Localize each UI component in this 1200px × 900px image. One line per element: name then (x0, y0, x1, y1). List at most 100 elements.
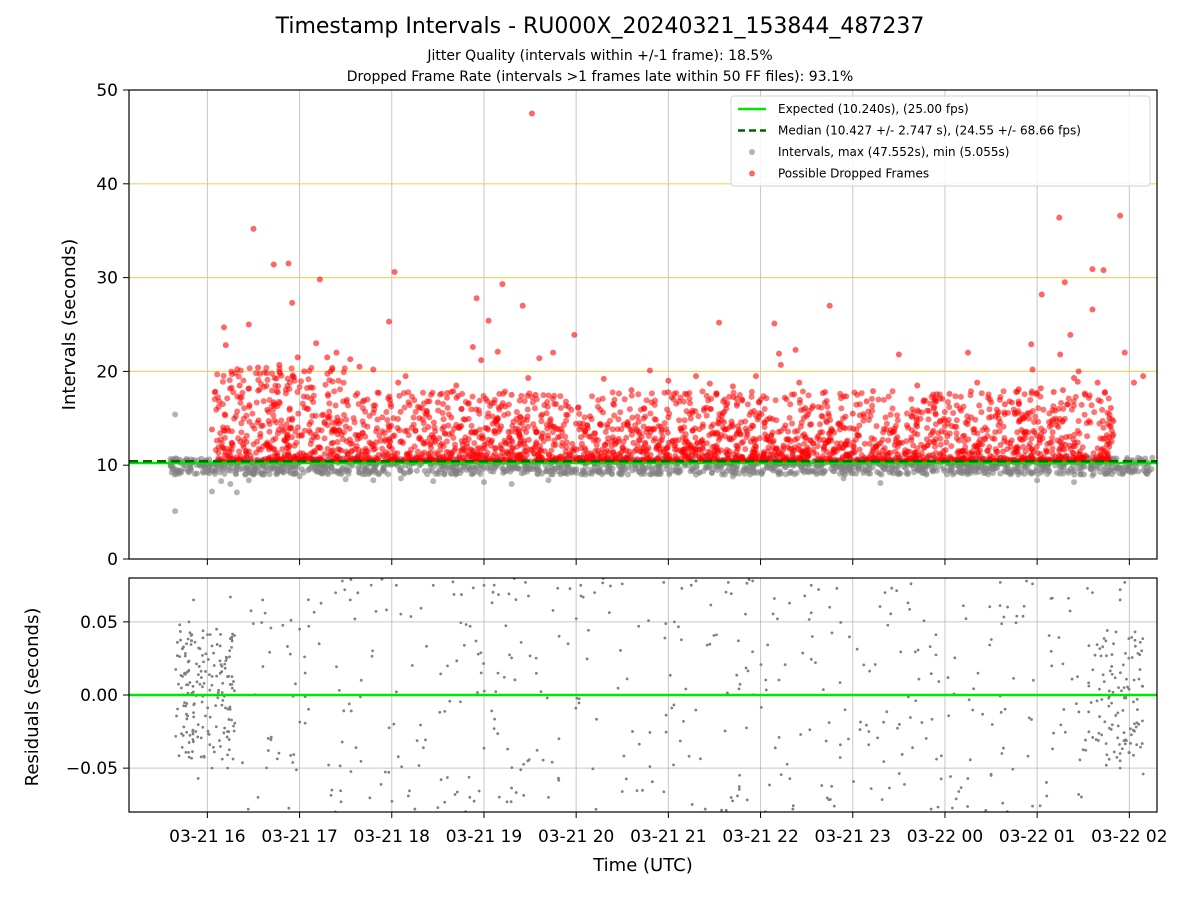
dropped-frame-point (903, 422, 910, 429)
residual-point (370, 654, 374, 658)
residual-point (807, 618, 811, 621)
dropped-frame-point (612, 452, 619, 459)
interval-point (807, 467, 814, 474)
dropped-frame-point (1079, 444, 1086, 451)
dropped-frame-point (245, 321, 252, 328)
dropped-frame-point (329, 378, 336, 385)
dropped-frame-point (1107, 423, 1114, 430)
dropped-frame-point (748, 393, 755, 400)
dropped-frame-point (635, 391, 642, 398)
dropped-frame-point (976, 402, 983, 409)
dropped-frame-point (953, 417, 960, 424)
residual-point (287, 806, 291, 810)
dropped-frame-point (769, 429, 776, 436)
interval-point (877, 480, 884, 487)
residual-point (609, 584, 612, 588)
residual-point (443, 709, 447, 713)
residual-point (900, 752, 904, 756)
dropped-frame-point (713, 391, 720, 398)
residual-point (1129, 727, 1132, 731)
interval-point (324, 469, 331, 476)
residual-point (791, 804, 795, 808)
residual-point (197, 665, 201, 668)
dropped-frame-point (937, 441, 944, 448)
residual-point (882, 760, 886, 764)
residual-point (228, 637, 232, 641)
dropped-frame-point (813, 451, 820, 458)
residual-point (731, 799, 734, 803)
dropped-frame-point (677, 455, 684, 462)
residual-point (737, 785, 741, 789)
interval-point (890, 470, 897, 477)
residual-point (664, 730, 668, 734)
dropped-frame-point (903, 438, 910, 445)
dropped-frame-point (730, 389, 737, 396)
dropped-frame-point (642, 413, 649, 420)
residual-point (886, 623, 890, 627)
residual-point (288, 652, 292, 656)
dropped-frame-point (1049, 445, 1056, 452)
interval-point (243, 465, 250, 472)
dropped-frame-point (394, 450, 401, 457)
dropped-frame-point (825, 439, 832, 446)
interval-point (502, 468, 509, 475)
dropped-frame-point (237, 438, 244, 445)
dropped-frame-point (775, 429, 782, 436)
residual-point (179, 686, 183, 690)
dropped-frame-point (452, 445, 459, 452)
dropped-frame-point (505, 428, 512, 435)
residual-point (1134, 725, 1138, 729)
dropped-frame-point (703, 412, 710, 419)
intervals-y-tick-label: 30 (96, 269, 118, 289)
residual-point (1098, 647, 1102, 651)
dropped-frame-point (1020, 443, 1027, 450)
residual-point (971, 708, 975, 712)
dropped-frame-point (502, 403, 509, 410)
dropped-frame-point (645, 433, 652, 440)
dropped-frame-point (995, 422, 1002, 429)
dropped-frame-point (571, 331, 578, 338)
dropped-frame-point (540, 392, 547, 399)
dropped-frame-point (335, 377, 342, 384)
interval-point (838, 466, 845, 473)
residual-point (1047, 634, 1051, 637)
residual-point (771, 612, 775, 616)
dropped-frame-point (374, 425, 381, 432)
dropped-frame-point (825, 410, 832, 417)
dropped-frame-point (440, 416, 447, 423)
residual-point (183, 701, 186, 704)
dropped-frame-point (1007, 444, 1014, 451)
dropped-frame-point (270, 406, 277, 413)
residual-point (855, 647, 859, 651)
dropped-frame-point (221, 434, 228, 441)
residual-point (830, 631, 834, 635)
residual-point (175, 714, 178, 718)
dropped-frame-point (547, 416, 554, 423)
dropped-frame-point (984, 447, 991, 454)
residual-point (788, 777, 792, 780)
residual-point (1111, 690, 1115, 694)
dropped-frame-point (744, 401, 751, 408)
interval-point (473, 466, 480, 473)
dropped-frame-point (614, 426, 621, 433)
dropped-frame-point (258, 380, 265, 387)
interval-point (364, 464, 371, 471)
dropped-frame-point (844, 453, 851, 460)
dropped-frame-point (1022, 448, 1029, 455)
dropped-frame-point (992, 429, 999, 436)
interval-point (405, 469, 412, 476)
dropped-frame-point (676, 417, 683, 424)
dropped-frame-point (525, 436, 532, 443)
dropped-frame-point (480, 393, 487, 400)
dropped-frame-point (275, 383, 282, 390)
dropped-frame-point (785, 428, 792, 435)
interval-point (169, 466, 176, 473)
interval-point (1125, 467, 1132, 474)
dropped-frame-point (1029, 446, 1036, 453)
dropped-frame-point (294, 388, 301, 395)
residual-point (838, 681, 842, 685)
dropped-frame-point (581, 414, 588, 421)
dropped-frame-point (604, 439, 611, 446)
dropped-frame-point (683, 408, 690, 415)
residual-point (1086, 586, 1089, 590)
